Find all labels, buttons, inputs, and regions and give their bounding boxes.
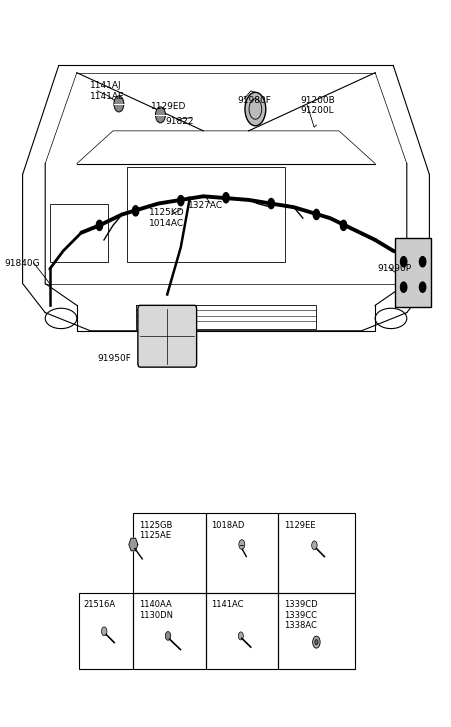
Text: 91840G: 91840G	[5, 259, 40, 268]
Circle shape	[312, 636, 319, 648]
Circle shape	[165, 632, 170, 640]
Text: 1327AC: 1327AC	[187, 201, 222, 209]
Text: 1141AC: 1141AC	[211, 601, 244, 609]
Circle shape	[340, 220, 346, 230]
Text: 1129EE: 1129EE	[284, 521, 315, 529]
Circle shape	[177, 196, 184, 206]
Text: 21516A: 21516A	[83, 601, 115, 609]
Circle shape	[313, 209, 319, 220]
Text: 1339CD
1339CC
1338AC: 1339CD 1339CC 1338AC	[284, 601, 317, 630]
Text: 1140AA
1130DN: 1140AA 1130DN	[139, 601, 173, 619]
Text: 1141AJ
1141AE: 1141AJ 1141AE	[90, 81, 125, 100]
Circle shape	[238, 632, 243, 640]
Circle shape	[132, 206, 138, 216]
Circle shape	[114, 96, 124, 112]
Bar	[126, 167, 284, 262]
Text: 1125GB
1125AE: 1125GB 1125AE	[139, 521, 172, 540]
Bar	[205, 593, 277, 669]
Bar	[79, 593, 133, 669]
Text: 91950F: 91950F	[97, 354, 131, 363]
Polygon shape	[129, 538, 138, 551]
Text: 1125KD
1014AC: 1125KD 1014AC	[149, 209, 184, 228]
Text: 91822: 91822	[165, 117, 193, 126]
Circle shape	[96, 220, 102, 230]
Circle shape	[101, 627, 107, 635]
Text: 91200B
91200L: 91200B 91200L	[300, 96, 335, 115]
Bar	[133, 513, 205, 593]
Bar	[277, 593, 354, 669]
Circle shape	[419, 257, 425, 267]
Circle shape	[419, 282, 425, 292]
Circle shape	[267, 198, 274, 209]
Text: 1018AD: 1018AD	[211, 521, 244, 529]
Circle shape	[155, 107, 165, 123]
Circle shape	[238, 539, 244, 550]
Bar	[395, 238, 430, 307]
Text: 91990P: 91990P	[377, 265, 410, 273]
Circle shape	[400, 257, 406, 267]
Circle shape	[314, 640, 318, 645]
Text: 91980F: 91980F	[237, 96, 271, 105]
Circle shape	[400, 282, 406, 292]
Circle shape	[244, 92, 265, 126]
Bar	[205, 513, 277, 593]
Text: 1129ED: 1129ED	[151, 103, 186, 111]
Bar	[133, 593, 205, 669]
FancyBboxPatch shape	[138, 305, 196, 367]
Circle shape	[222, 193, 229, 203]
Bar	[50, 204, 108, 262]
Bar	[277, 513, 354, 593]
Circle shape	[311, 541, 317, 550]
